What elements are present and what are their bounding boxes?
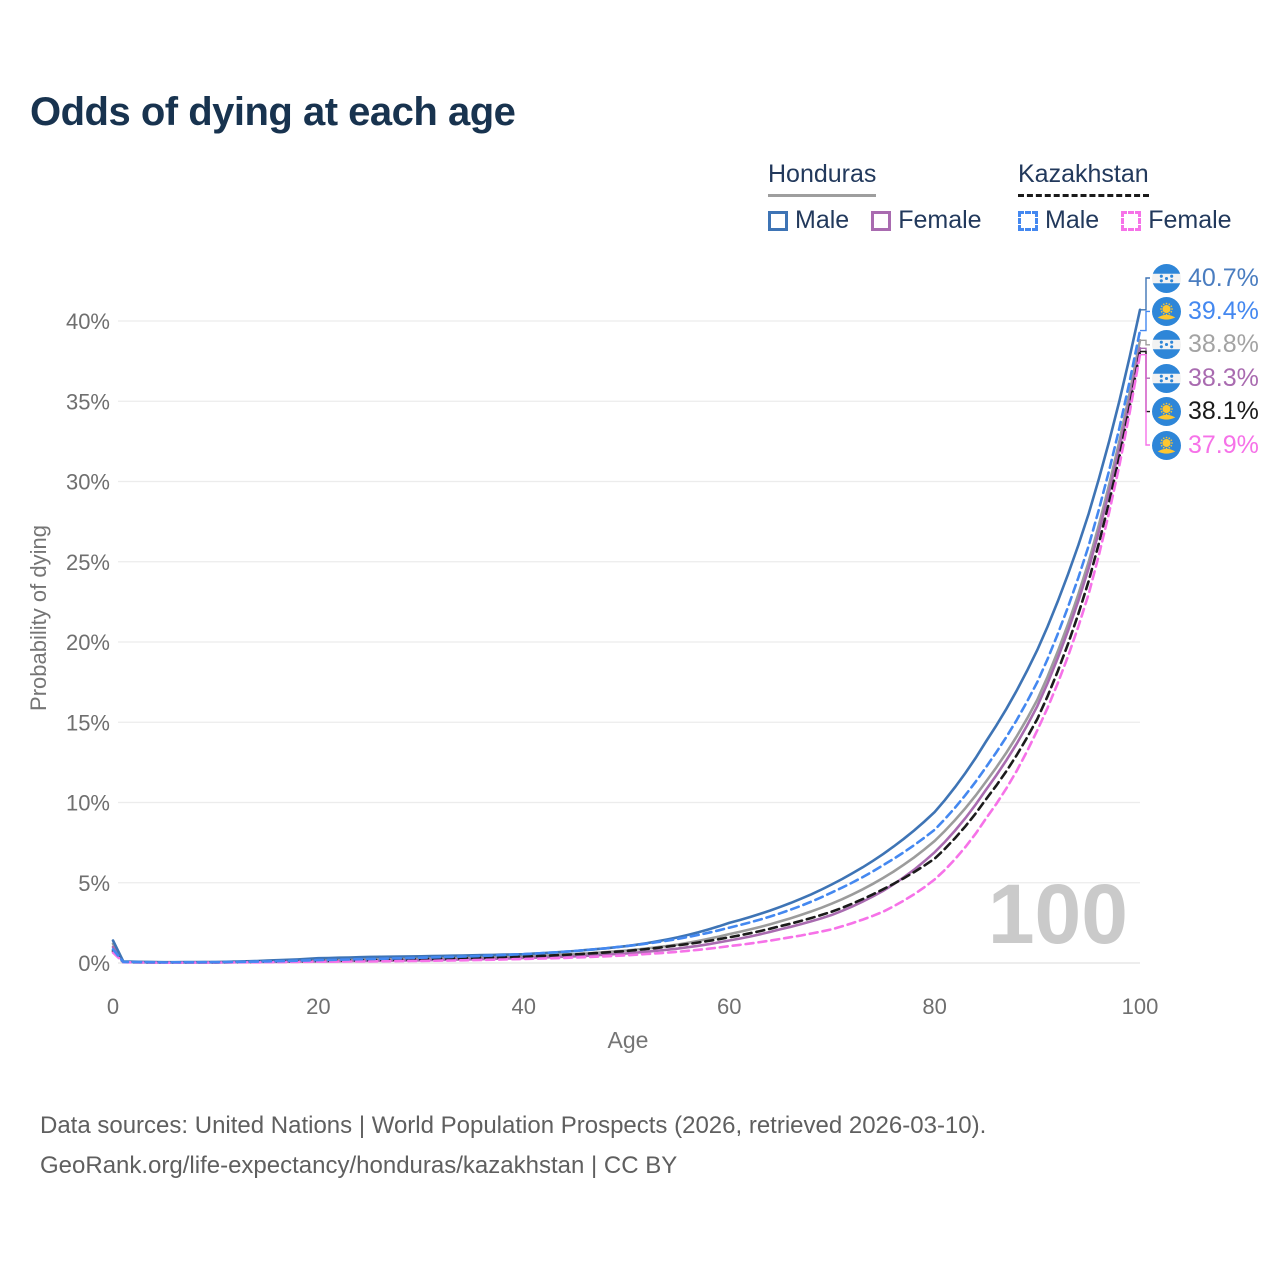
kazakhstan-flag-icon — [1152, 296, 1181, 326]
y-tick-label: 30% — [66, 470, 110, 495]
leader-line-kazakhstan-female — [1140, 354, 1150, 446]
legend-checkbox-kazakhstan-female[interactable] — [1121, 210, 1142, 231]
watermark-text: 100 — [988, 867, 1128, 961]
y-tick-label: 15% — [66, 710, 110, 735]
y-tick-label: 0% — [78, 951, 110, 976]
x-tick-label: 100 — [1122, 994, 1159, 1019]
legend-item-honduras-female[interactable]: Female — [871, 206, 982, 235]
end-label-value: 38.8% — [1188, 330, 1259, 359]
series-line-honduras-female — [111, 347, 1142, 964]
legend-checkbox-honduras-female[interactable] — [871, 210, 892, 231]
honduras-flag-icon — [1152, 330, 1181, 360]
y-tick-label: 20% — [66, 630, 110, 655]
legend-group-honduras: Honduras Male Female — [768, 160, 1004, 235]
y-tick-label: 25% — [66, 550, 110, 575]
end-label-kazakhstan-male: 39.4% — [1152, 295, 1259, 327]
x-tick-label: 80 — [922, 994, 946, 1019]
honduras-flag — [1152, 363, 1181, 393]
page-title: Odds of dying at each age — [30, 90, 516, 134]
leader-line-honduras-male — [1140, 277, 1150, 311]
kazakhstan-flag-icon — [1152, 430, 1181, 460]
legend-heading-honduras: Honduras — [768, 160, 877, 197]
leader-line-honduras-female — [1140, 347, 1150, 379]
honduras-flag — [1152, 263, 1181, 293]
end-label-kazakhstan-both-sexes: 38.1% — [1152, 396, 1259, 428]
y-tick-label: 10% — [66, 791, 110, 816]
x-axis-ticks: 0 20 40 60 80 100 — [107, 994, 1158, 1019]
x-tick-label: 40 — [512, 994, 536, 1019]
footer-attribution: GeoRank.org/life-expectancy/honduras/kaz… — [40, 1152, 678, 1179]
kazakhstan-flag — [1152, 296, 1181, 326]
kazakhstan-flag — [1152, 397, 1181, 427]
legend-item-label: Female — [1148, 206, 1232, 234]
footer-data-sources: Data sources: United Nations | World Pop… — [40, 1112, 987, 1139]
end-label-value: 38.1% — [1188, 397, 1259, 426]
end-label-kazakhstan-female: 37.9% — [1152, 429, 1259, 461]
end-label-honduras-male: 40.7% — [1152, 262, 1259, 294]
gridlines — [118, 320, 1140, 964]
leader-line-kazakhstan-male — [1140, 310, 1150, 332]
y-axis-title: Probability of dying — [26, 525, 51, 711]
y-axis-ticks: 0% 5% 10% 15% 20% 25% 30% 35% 40% — [66, 309, 110, 976]
honduras-flag-icon — [1152, 363, 1181, 393]
end-label-honduras-both-sexes: 38.8% — [1152, 329, 1259, 361]
legend-checkbox-kazakhstan-male[interactable] — [1018, 210, 1038, 231]
footer: Data sources: United Nations | World Pop… — [40, 1106, 986, 1186]
legend-item-label: Male — [795, 206, 850, 234]
legend-item-label: Female — [898, 206, 982, 234]
x-tick-label: 20 — [306, 994, 330, 1019]
legend-group-kazakhstan: Kazakhstan Male Female — [1018, 160, 1254, 235]
series-lines — [111, 308, 1142, 964]
end-label-value: 39.4% — [1188, 296, 1259, 325]
series-line-kazakhstan-female — [111, 353, 1142, 964]
end-label-value: 38.3% — [1188, 363, 1259, 392]
x-tick-label: 0 — [107, 994, 119, 1019]
leader-line-kazakhstan-both-sexes — [1140, 350, 1150, 413]
kazakhstan-flag — [1152, 430, 1181, 460]
series-line-honduras-male — [111, 308, 1142, 964]
honduras-flag-icon — [1152, 263, 1181, 293]
legend-item-label: Male — [1045, 206, 1100, 234]
legend-checkbox-honduras-male[interactable] — [768, 210, 788, 231]
leader-lines — [1140, 277, 1150, 446]
honduras-flag — [1152, 330, 1181, 360]
legend-item-kazakhstan-male[interactable]: Male — [1018, 206, 1099, 235]
x-tick-label: 60 — [717, 994, 741, 1019]
leader-line-honduras-both-sexes — [1140, 339, 1150, 346]
y-tick-label: 40% — [66, 309, 110, 334]
y-tick-label: 35% — [66, 389, 110, 414]
y-tick-label: 5% — [78, 871, 110, 896]
x-axis-title: Age — [608, 1027, 649, 1053]
end-label-value: 37.9% — [1188, 430, 1259, 459]
kazakhstan-flag-icon — [1152, 397, 1181, 427]
series-line-honduras-both-sexes — [111, 339, 1142, 964]
series-line-kazakhstan-both-sexes — [111, 350, 1142, 964]
legend-heading-kazakhstan: Kazakhstan — [1018, 160, 1149, 197]
legend-item-kazakhstan-female[interactable]: Female — [1121, 206, 1232, 235]
series-line-kazakhstan-male — [111, 329, 1142, 964]
legend-item-honduras-male[interactable]: Male — [768, 206, 849, 235]
end-label-value: 40.7% — [1188, 263, 1259, 292]
end-label-honduras-female: 38.3% — [1152, 362, 1259, 394]
